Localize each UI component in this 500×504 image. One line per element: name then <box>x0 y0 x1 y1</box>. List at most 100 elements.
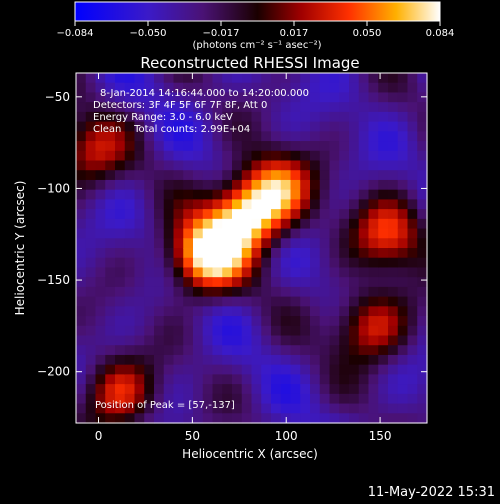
heatmap-cell <box>124 111 136 123</box>
heatmap-cell <box>183 160 194 171</box>
heatmap-cell <box>124 306 136 317</box>
heatmap-cell <box>144 141 155 152</box>
heatmap-cell <box>388 267 399 278</box>
heatmap-cell <box>85 82 97 94</box>
heatmap-cell <box>280 218 292 230</box>
heatmap-cell <box>202 354 214 366</box>
heatmap-cell <box>251 121 262 132</box>
heatmap-cell <box>85 277 97 288</box>
heatmap-cell <box>95 413 106 424</box>
heatmap-cell <box>144 325 155 337</box>
heatmap-cell <box>329 160 340 171</box>
heatmap-cell <box>85 111 97 123</box>
heatmap-cell <box>105 150 116 162</box>
heatmap-cell <box>300 189 311 200</box>
heatmap-cell <box>76 286 87 298</box>
heatmap-cell <box>193 238 204 249</box>
heatmap-cell <box>154 345 165 356</box>
heatmap-cell <box>329 199 340 210</box>
heatmap-cell <box>193 131 204 142</box>
colorbar-tick-label: −0.084 <box>56 28 93 39</box>
heatmap-cell <box>193 179 204 191</box>
heatmap-cell <box>310 82 321 94</box>
heatmap-cell <box>339 345 350 356</box>
heatmap-cell <box>85 73 97 84</box>
heatmap-cell <box>193 384 204 395</box>
heatmap-cell <box>222 209 233 220</box>
heatmap-cell <box>95 306 106 317</box>
heatmap-cell <box>144 189 155 200</box>
heatmap-cell <box>310 248 321 259</box>
heatmap-cell <box>290 179 301 191</box>
heatmap-cell <box>134 160 145 171</box>
heatmap-cell <box>173 199 184 210</box>
heatmap-cell <box>339 73 350 84</box>
heatmap-cell <box>134 141 145 152</box>
heatmap-cell <box>358 238 370 249</box>
heatmap-cell <box>310 199 321 210</box>
heatmap-cell <box>329 374 340 385</box>
heatmap-cell <box>300 345 311 356</box>
heatmap-cell <box>144 413 155 424</box>
heatmap-cell <box>407 403 418 414</box>
heatmap-cell <box>300 92 311 103</box>
heatmap-cell <box>105 306 116 317</box>
heatmap-cell <box>388 189 399 200</box>
heatmap-cell <box>241 92 253 103</box>
heatmap-cell <box>310 277 321 288</box>
heatmap-cell <box>378 238 389 249</box>
heatmap-cell <box>388 209 399 220</box>
heatmap-cell <box>202 316 214 327</box>
heatmap-cell <box>310 170 321 181</box>
heatmap-cell <box>388 277 399 288</box>
heatmap-cell <box>261 296 272 307</box>
heatmap-cell <box>310 257 321 269</box>
heatmap-cell <box>173 316 184 327</box>
heatmap-cell <box>134 209 145 220</box>
heatmap-cell <box>144 286 155 298</box>
heatmap-cell <box>310 403 321 414</box>
heatmap-cell <box>290 257 301 269</box>
heatmap-cell <box>417 345 428 356</box>
heatmap-cell <box>280 199 292 210</box>
heatmap-cell <box>95 238 106 249</box>
heatmap-cell <box>144 73 155 84</box>
heatmap-cell <box>222 141 233 152</box>
heatmap-cell <box>349 345 360 356</box>
heatmap-cell <box>368 179 379 191</box>
heatmap-cell <box>300 393 311 405</box>
heatmap-cell <box>124 179 136 191</box>
heatmap-cell <box>222 393 233 405</box>
heatmap-cell <box>388 286 399 298</box>
heatmap-cell <box>85 296 97 307</box>
heatmap-cell <box>134 170 145 181</box>
heatmap-cell <box>144 345 155 356</box>
heatmap-cell <box>397 306 409 317</box>
heatmap-cell <box>154 403 165 414</box>
heatmap-cell <box>368 199 379 210</box>
heatmap-cell <box>290 150 301 162</box>
heatmap-cell <box>212 121 223 132</box>
heatmap-cell <box>76 199 87 210</box>
heatmap-cell <box>85 403 97 414</box>
heatmap-cell <box>397 248 409 259</box>
heatmap-cell <box>329 218 340 230</box>
heatmap-cell <box>329 248 340 259</box>
heatmap-cell <box>339 199 350 210</box>
heatmap-cell <box>358 248 370 259</box>
heatmap-cell <box>163 306 175 317</box>
heatmap-cell <box>310 73 321 84</box>
heatmap-cell <box>300 286 311 298</box>
heatmap-cell <box>193 316 204 327</box>
heatmap-cell <box>319 160 331 171</box>
heatmap-cell <box>163 82 175 94</box>
heatmap-cell <box>339 228 350 239</box>
heatmap-cell <box>290 248 301 259</box>
heatmap-cell <box>378 199 389 210</box>
heatmap-cell <box>261 335 272 346</box>
heatmap-cell <box>300 257 311 269</box>
heatmap-cell <box>193 218 204 230</box>
heatmap-cell <box>349 179 360 191</box>
heatmap-cell <box>378 296 389 307</box>
heatmap-cell <box>173 218 184 230</box>
